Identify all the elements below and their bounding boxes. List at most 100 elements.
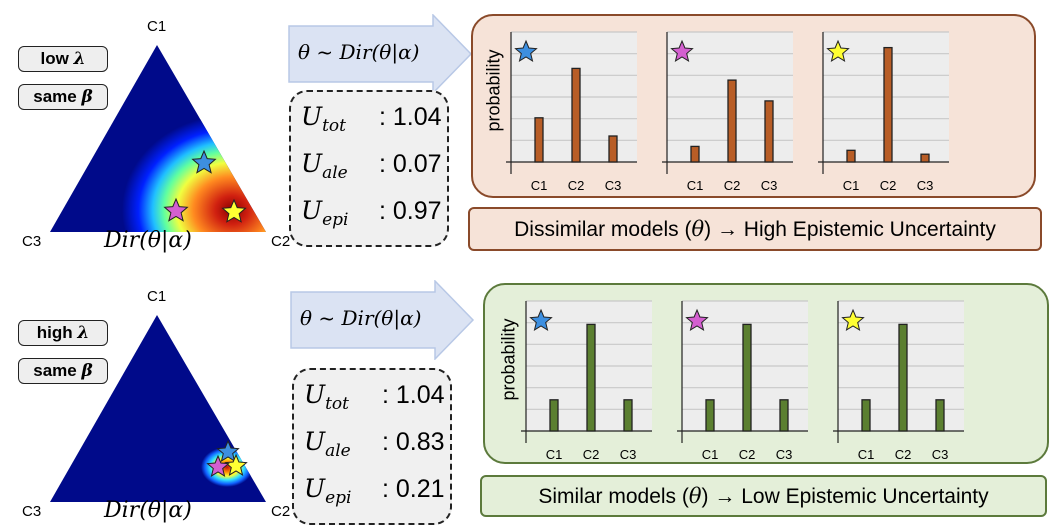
- beta-symbol: β: [81, 87, 93, 107]
- uncertainty-value: : 0.21: [382, 475, 445, 503]
- bar-C1: [690, 145, 700, 163]
- lambda-tag: high λ: [18, 320, 108, 346]
- conclusion-caption: Similar models (θ) → Low Epistemic Uncer…: [480, 475, 1047, 517]
- uncertainty-box: Utot : 1.04 Uale : 0.07 Uepi : 0.97: [289, 90, 449, 247]
- beta-symbol: β: [81, 361, 93, 381]
- bar-C3: [623, 399, 633, 432]
- row-low-lambda: low λ same β C1 C3 C2 Dir(θ|α) θ ~ Dir(θ|α) Uto…: [18, 14, 1042, 253]
- beta-word: same: [33, 361, 77, 380]
- probability-chart-2: C1 C2 C3: [662, 31, 793, 193]
- sampling-label: θ ~ Dir(θ|α): [298, 40, 420, 64]
- x-tick-label: C3: [917, 178, 934, 193]
- uncertainty-symbol: Utot: [304, 380, 349, 414]
- uncertainty-symbol: Utot: [301, 102, 346, 136]
- uncertainty-value: : 0.83: [382, 428, 445, 456]
- blue-star-icon: [529, 308, 553, 331]
- beta-word: same: [33, 87, 77, 106]
- bar-C2: [727, 79, 737, 163]
- bar-C2: [898, 323, 908, 432]
- vertex-label-right: C2: [271, 233, 291, 250]
- vertex-label-left: C3: [22, 503, 42, 520]
- bar-C3: [608, 135, 618, 163]
- uncertainty-ale: Uale : 0.07: [301, 145, 442, 192]
- probability-chart-3: C1 C2 C3: [833, 300, 964, 462]
- x-tick-label: C1: [843, 178, 860, 193]
- bar-C3: [764, 100, 774, 163]
- x-tick-label: C1: [546, 447, 563, 462]
- uncertainty-tot: Utot: 1.04: [304, 376, 445, 423]
- bar-C3: [779, 399, 789, 432]
- beta-tag: same β: [18, 358, 108, 384]
- yellow-star-icon: [826, 39, 850, 62]
- uncertainty-symbol: Uale: [304, 427, 351, 461]
- beta-tag: same β: [18, 84, 108, 110]
- x-tick-label: C3: [776, 447, 793, 462]
- x-tick-label: C2: [568, 178, 585, 193]
- sampling-arrow-icon: [290, 280, 475, 360]
- bar-C3: [920, 153, 930, 163]
- probability-chart-1: C1 C2 C3: [506, 31, 637, 193]
- pink-star-icon: [685, 308, 709, 331]
- sampling-label: θ ~ Dir(θ|α): [300, 306, 422, 330]
- bar-C1: [534, 117, 544, 163]
- lambda-tag: low λ: [18, 46, 108, 72]
- y-axis-label: probability: [498, 318, 519, 401]
- x-tick-label: C3: [761, 178, 778, 193]
- bar-C3: [935, 399, 945, 432]
- bar-C2: [883, 46, 893, 163]
- dirichlet-simplex: [50, 45, 266, 232]
- uncertainty-box: Utot: 1.04 Uale : 0.83 Uepi: 0.21: [292, 368, 452, 525]
- blue-star-icon: [191, 149, 217, 174]
- x-tick-label: C2: [880, 178, 897, 193]
- bar-C1: [705, 399, 715, 432]
- bar-C2: [586, 323, 596, 432]
- sampling-arrow-icon: [288, 14, 473, 94]
- uncertainty-epi: Uepi : 0.97: [301, 192, 442, 239]
- vertex-label-top: C1: [147, 288, 167, 305]
- vertex-label-left: C3: [22, 233, 42, 250]
- yellow-star-icon: [224, 453, 248, 476]
- dirichlet-simplex: [50, 315, 266, 502]
- lambda-symbol: λ: [73, 49, 86, 69]
- yellow-star-icon: [221, 198, 247, 223]
- conclusion-caption: Dissimilar models (θ) → High Epistemic U…: [468, 207, 1042, 251]
- bar-C1: [861, 399, 871, 432]
- pink-star-icon: [163, 197, 189, 222]
- dirichlet-label: Dir(θ|α): [104, 228, 192, 253]
- uncertainty-epi: Uepi: 0.21: [304, 470, 445, 517]
- x-tick-label: C2: [583, 447, 600, 462]
- y-axis-label: probability: [483, 49, 504, 132]
- bar-C1: [549, 399, 559, 432]
- uncertainty-tot: Utot : 1.04: [301, 98, 442, 145]
- bar-C1: [846, 149, 856, 163]
- x-tick-label: C2: [739, 447, 756, 462]
- x-tick-label: C3: [620, 447, 637, 462]
- x-tick-label: C1: [702, 447, 719, 462]
- pink-star-icon: [206, 454, 230, 477]
- lambda-word: high: [36, 323, 73, 342]
- uncertainty-value: : 0.07: [379, 150, 442, 178]
- x-tick-label: C2: [895, 447, 912, 462]
- x-tick-label: C1: [687, 178, 704, 193]
- x-tick-label: C1: [531, 178, 548, 193]
- bar-C2: [571, 67, 581, 163]
- uncertainty-symbol: Uale: [301, 149, 348, 183]
- bar-C2: [742, 323, 752, 432]
- probability-chart-3: C1 C2 C3: [818, 31, 949, 193]
- x-tick-label: C1: [858, 447, 875, 462]
- vertex-label-right: C2: [271, 503, 291, 520]
- x-tick-label: C2: [724, 178, 741, 193]
- probability-chart-1: C1 C2 C3: [521, 300, 652, 462]
- blue-star-icon: [216, 439, 240, 462]
- row-high-lambda: high λ same β C1 C3 C2 Dir(θ|α) θ ~ Dir(θ|α) Ut…: [0, 262, 1064, 532]
- uncertainty-value: : 1.04: [379, 103, 442, 131]
- probability-chart-2: C1 C2 C3: [677, 300, 808, 462]
- uncertainty-ale: Uale : 0.83: [304, 423, 445, 470]
- uncertainty-symbol: Uepi: [301, 196, 349, 230]
- lambda-symbol: λ: [77, 323, 90, 343]
- yellow-star-icon: [841, 308, 865, 331]
- x-tick-label: C3: [605, 178, 622, 193]
- pink-star-icon: [670, 39, 694, 62]
- x-tick-label: C3: [932, 447, 949, 462]
- uncertainty-value: : 0.97: [379, 197, 442, 225]
